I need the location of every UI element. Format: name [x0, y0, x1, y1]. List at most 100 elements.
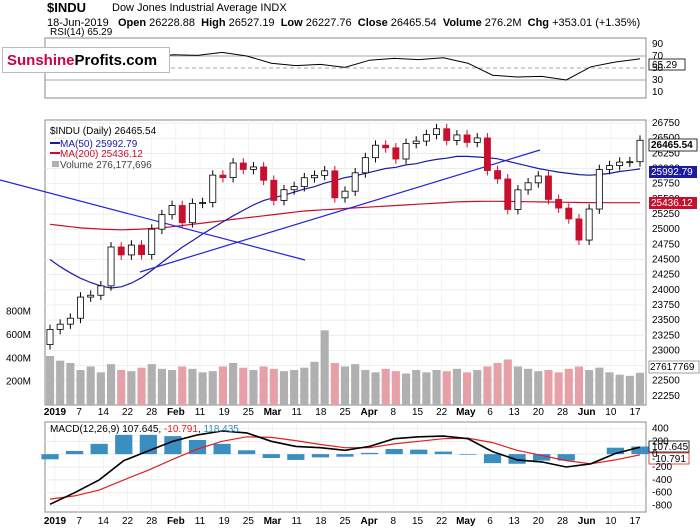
macd-histogram-bar	[483, 454, 502, 464]
candle-body	[494, 170, 502, 180]
downtrend-line	[0, 179, 306, 261]
macd-histogram-bar	[410, 449, 428, 455]
candle-body	[544, 175, 552, 200]
macd-histogram-bar	[238, 450, 256, 455]
volume-badge: 27617769	[650, 362, 695, 373]
x-axis-label: 2019	[44, 516, 67, 527]
candle-body	[290, 186, 298, 191]
macd-tick: 200	[652, 436, 669, 447]
volume-bar	[391, 371, 400, 405]
macd-histogram-bar	[90, 443, 108, 455]
x-axis-label: 15	[412, 407, 424, 418]
candle-body	[372, 144, 379, 159]
volume-bar	[229, 363, 238, 405]
x-axis-label: 25	[339, 516, 351, 527]
macd-signal-line	[49, 436, 641, 500]
x-axis-label: 7	[76, 407, 82, 418]
volume-bar	[290, 370, 299, 405]
x-axis-label: Apr	[361, 516, 378, 527]
x-axis-label: 10	[605, 516, 617, 527]
volume-bar	[239, 367, 248, 405]
macd-histogram-bar	[606, 447, 625, 455]
macd-histogram-bar	[287, 454, 305, 460]
volume-bar	[585, 370, 594, 405]
candle-body	[392, 147, 400, 160]
x-axis-label: 22	[436, 407, 448, 418]
rsi-tick: 50	[652, 63, 664, 74]
x-axis-label: 25	[243, 407, 255, 418]
candle-body	[188, 202, 196, 224]
stats-date: 18-Jun-2019	[47, 17, 109, 29]
price-tick: 24500	[652, 254, 680, 265]
price-tick: 26250	[652, 148, 680, 159]
x-axis-label: 6	[487, 516, 493, 527]
uptrend-line	[139, 149, 541, 273]
x-axis-label: 6	[487, 407, 493, 418]
volume-bar	[412, 370, 421, 405]
macd-badge: 107.645	[652, 442, 689, 453]
candle-body	[239, 162, 247, 170]
candle-body	[127, 244, 135, 256]
volume-bar	[188, 368, 197, 405]
macd-legend: MACD(12,26,9) 107.645, -10.791, 118.435	[50, 424, 239, 435]
price-legend-title: $INDU (Daily) 26465.54	[50, 126, 157, 137]
x-axis-label: 14	[98, 516, 110, 527]
macd-histogram-bar	[262, 454, 280, 458]
volume-bar	[361, 370, 370, 405]
candle-body	[321, 170, 329, 176]
x-axis-label: 2019	[44, 407, 67, 418]
volume-bar	[320, 330, 329, 405]
x-axis-label: Jun	[578, 407, 596, 418]
candle-body	[300, 177, 308, 187]
volume-bar	[259, 366, 268, 405]
x-axis-label: 28	[146, 407, 158, 418]
candle-body	[249, 166, 257, 170]
x-axis-label: 20	[533, 516, 545, 527]
volume-bar	[56, 360, 65, 405]
x-axis-label: 18	[315, 516, 327, 527]
candle-body	[565, 207, 573, 220]
candle-body	[422, 134, 430, 142]
volume-bar	[524, 368, 533, 405]
volume-bar	[208, 371, 217, 405]
ma200-legend: MA(200) 25436.12	[60, 149, 143, 160]
price-tick: 24000	[652, 285, 680, 296]
x-axis-label: 18	[315, 407, 327, 418]
volume-bar	[269, 368, 278, 405]
volume-bar	[157, 368, 166, 405]
volume-bar	[330, 363, 339, 405]
volume-bar	[351, 364, 360, 405]
volume-bar	[503, 359, 512, 405]
macd-histogram-bar	[533, 454, 551, 461]
macd-histogram-bar	[385, 449, 403, 455]
price-legend: $INDU (Daily) 26465.54 MA(50) 25992.79 M…	[50, 126, 157, 171]
volume-bar	[340, 366, 350, 405]
candle-body	[219, 174, 227, 179]
candle-body	[138, 244, 146, 256]
candle-body	[209, 174, 217, 203]
x-axis-label: 28	[557, 407, 569, 418]
chart-header: $INDU Dow Jones Industrial Average INDX …	[0, 0, 700, 40]
volume-bar	[371, 372, 380, 405]
candle-body	[616, 161, 624, 166]
x-axis-label: 19	[219, 407, 231, 418]
volume-bar	[117, 370, 126, 405]
volume-bar	[564, 368, 573, 405]
candle-body	[555, 199, 563, 209]
candle-body	[514, 189, 522, 210]
candle-body	[280, 189, 288, 201]
candle-body	[158, 214, 166, 230]
candle-body	[626, 161, 634, 164]
index-name: Dow Jones Industrial Average INDX	[112, 2, 287, 14]
candle-body	[575, 218, 583, 241]
sunshine-profits-logo: SunshineProfits.com	[2, 47, 170, 73]
candle-body	[433, 128, 441, 136]
candle-body	[168, 205, 176, 216]
volume-bar	[442, 371, 451, 405]
volume-bar	[106, 364, 116, 405]
symbol-title: $INDU	[47, 0, 87, 15]
volume-bar	[381, 368, 390, 405]
volume-bar	[178, 366, 187, 405]
volume-bar	[127, 371, 136, 405]
volume-bar	[218, 366, 227, 405]
